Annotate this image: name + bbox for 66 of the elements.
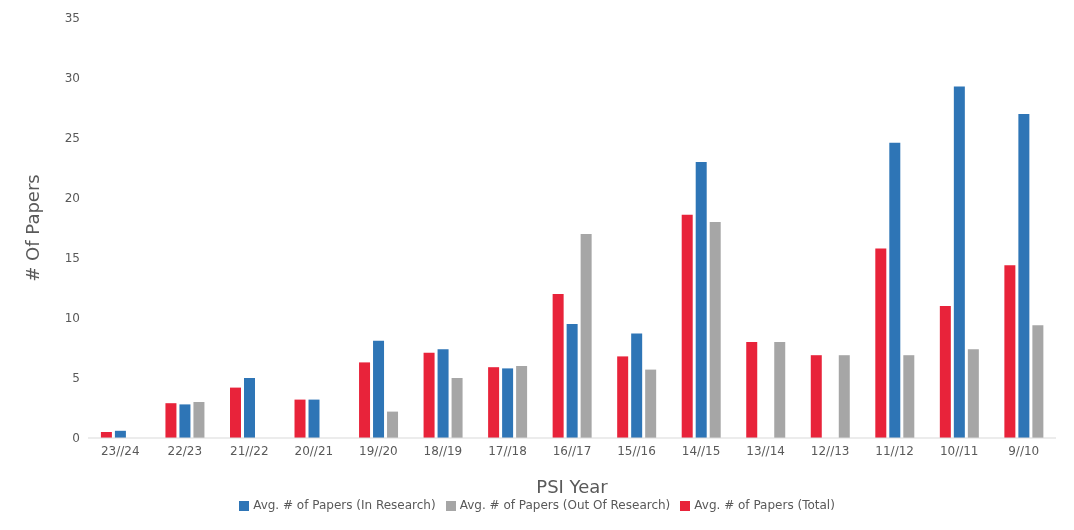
legend-label: Avg. # of Papers (Out Of Research) — [459, 498, 671, 512]
y-tick-label: 5 — [72, 371, 80, 386]
bar — [774, 342, 786, 438]
x-tick-label: 16//17 — [552, 443, 592, 458]
bar — [373, 340, 385, 438]
bar — [193, 402, 205, 438]
x-tick-label: 17//18 — [488, 443, 527, 458]
legend-label: Avg. # of Papers (In Research) — [253, 498, 436, 512]
bar — [681, 214, 693, 438]
bar — [1018, 114, 1030, 438]
x-tick-label: 20//21 — [294, 443, 334, 458]
x-tick-label: 19//20 — [359, 443, 398, 458]
bar — [502, 368, 514, 438]
y-tick-label: 25 — [64, 131, 80, 146]
x-tick-label: 23//24 — [100, 443, 140, 458]
x-tick-label: 15//16 — [617, 443, 656, 458]
bar — [645, 369, 657, 438]
y-tick-label: 15 — [64, 251, 80, 266]
bar — [566, 324, 578, 438]
bar — [516, 366, 528, 438]
bar — [903, 355, 915, 438]
bar — [243, 378, 255, 438]
bar — [709, 222, 721, 438]
x-tick-label: 12//13 — [810, 443, 850, 458]
bar — [810, 355, 822, 438]
bar — [165, 403, 177, 438]
x-tick-label: 10//11 — [939, 443, 979, 458]
x-tick-label: 21//22 — [230, 443, 269, 458]
y-axis-title: # Of Papers — [22, 174, 44, 282]
bar — [967, 349, 979, 438]
x-tick-label: 13//14 — [746, 443, 785, 458]
bar — [580, 234, 592, 438]
legend-label: Avg. # of Papers (Total) — [694, 498, 835, 512]
bar — [552, 294, 564, 438]
x-tick-label: 11//12 — [875, 443, 914, 458]
y-tick-label: 35 — [64, 11, 80, 26]
bar — [387, 411, 399, 438]
bar — [695, 162, 707, 438]
bar — [451, 378, 463, 438]
x-axis-title: PSI Year — [536, 476, 609, 497]
x-tick-label: 22/23 — [167, 443, 203, 458]
bar — [1004, 265, 1016, 438]
bar — [308, 399, 320, 438]
bar — [939, 306, 951, 438]
bar — [875, 248, 887, 438]
bar — [838, 355, 850, 438]
bar — [229, 387, 241, 438]
bar — [179, 404, 191, 438]
bar — [631, 333, 643, 438]
x-tick-label: 18//19 — [423, 443, 463, 458]
bar — [423, 352, 435, 438]
bar — [294, 399, 306, 438]
y-tick-label: 10 — [64, 311, 80, 326]
bar — [488, 367, 500, 438]
bar — [1032, 325, 1044, 438]
x-tick-label: 9//10 — [1008, 443, 1040, 458]
x-tick-label: 14//15 — [681, 443, 721, 458]
y-tick-label: 20 — [64, 191, 80, 206]
bar — [953, 86, 965, 438]
y-tick-label: 0 — [72, 431, 80, 446]
y-tick-label: 30 — [64, 71, 80, 86]
bar — [746, 342, 758, 438]
bar — [359, 362, 371, 438]
bar — [889, 142, 901, 438]
bar — [437, 349, 449, 438]
bar — [617, 356, 629, 438]
